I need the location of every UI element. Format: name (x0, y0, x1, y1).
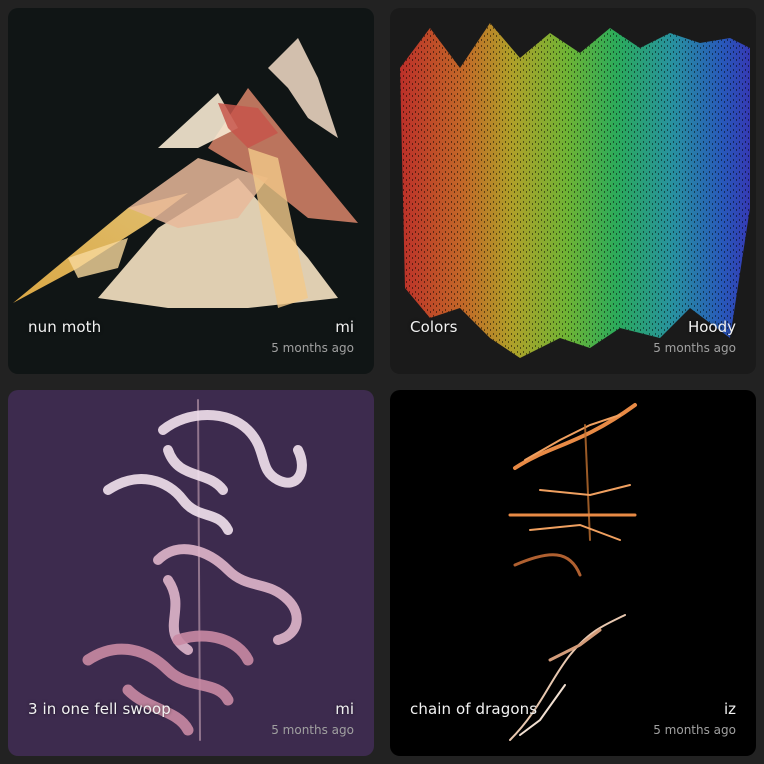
artwork-meta: nun moth mi 5 months ago (8, 294, 374, 374)
artwork-image (400, 23, 750, 358)
artwork-timestamp: 5 months ago (271, 723, 354, 737)
artwork-meta: 3 in one fell swoop mi 5 months ago (8, 676, 374, 756)
artwork-title[interactable]: 3 in one fell swoop (28, 700, 171, 718)
artwork-image (13, 38, 358, 308)
artwork-timestamp: 5 months ago (653, 341, 736, 355)
artwork-title[interactable]: nun moth (28, 318, 102, 336)
artwork-author[interactable]: mi (335, 318, 354, 336)
artwork-card[interactable]: chain of dragons iz 5 months ago (390, 390, 756, 756)
artwork-author[interactable]: Hoody (687, 318, 736, 336)
artwork-timestamp: 5 months ago (271, 341, 354, 355)
artwork-title[interactable]: Colors (410, 318, 458, 336)
artwork-timestamp: 5 months ago (653, 723, 736, 737)
artwork-image (82, 399, 307, 741)
artwork-meta: Colors Hoody 5 months ago (390, 294, 756, 374)
artwork-image (508, 403, 637, 741)
artwork-card[interactable]: nun moth mi 5 months ago (8, 8, 374, 374)
artwork-title[interactable]: chain of dragons (410, 700, 538, 718)
artwork-author[interactable]: mi (335, 700, 354, 718)
artwork-author[interactable]: iz (723, 700, 736, 718)
artwork-card[interactable]: 3 in one fell swoop mi 5 months ago (8, 390, 374, 756)
artwork-meta: chain of dragons iz 5 months ago (390, 676, 756, 756)
artwork-card[interactable]: Colors Hoody 5 months ago (390, 8, 756, 374)
